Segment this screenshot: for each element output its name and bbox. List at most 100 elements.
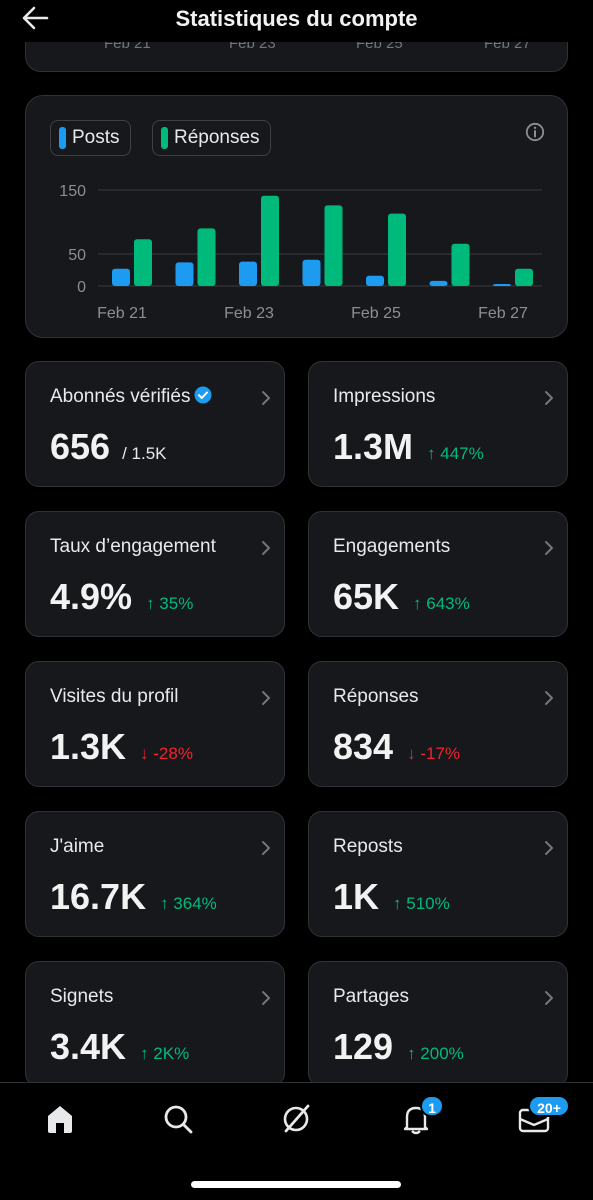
posts-replies-chart-card: Posts Réponses 150 50 0 Feb 21 Feb 23 Feb 25 F… — [25, 95, 568, 338]
stat-delta: ↑ 35% — [146, 594, 194, 613]
stat-value-text: 834 — [333, 726, 394, 767]
stat-value: 1.3M ↑ 447% — [333, 426, 484, 468]
bar-chart: 150 50 0 Feb 21 Feb 23 Feb 25 Feb 27 — [59, 183, 542, 322]
stat-value-text: 1K — [333, 876, 380, 917]
bottom-nav: 1 20+ — [0, 1082, 593, 1200]
search-icon[interactable] — [160, 1101, 196, 1137]
bar-posts[interactable] — [429, 280, 448, 286]
stat-label-text: Partages — [333, 986, 410, 1007]
chevron-right-icon — [545, 841, 553, 855]
stat-label-text: Signets — [50, 986, 114, 1007]
chevron-right-icon — [545, 541, 553, 555]
bar-posts[interactable] — [239, 261, 257, 286]
stat-label: Partages — [333, 986, 409, 1008]
stat-card[interactable]: Engagements 65K ↑ 643% — [308, 511, 568, 637]
stat-value-text: 16.7K — [50, 876, 147, 917]
legend-swatch-replies — [161, 127, 168, 149]
stat-label-text: J'aime — [50, 836, 105, 857]
stat-delta: ↑ 2K% — [140, 1044, 190, 1063]
stat-label: Signets — [50, 986, 113, 1008]
verified-badge-icon — [194, 386, 212, 404]
x-tick-label: Feb 21 — [97, 305, 147, 322]
stat-value-text: 4.9% — [50, 576, 133, 617]
bar-replies[interactable] — [134, 239, 152, 286]
stat-label-text: Réponses — [333, 686, 419, 707]
stat-label: Engagements — [333, 536, 450, 558]
bar-posts[interactable] — [112, 268, 130, 286]
stat-card[interactable]: Visites du profil 1.3K ↓ -28% — [25, 661, 285, 787]
stat-value: 656 / 1.5K — [50, 426, 167, 468]
stat-delta: ↑ 510% — [393, 894, 450, 913]
stat-value: 129 ↑ 200% — [333, 1026, 464, 1068]
bar-posts[interactable] — [493, 284, 511, 286]
bar-posts[interactable] — [366, 275, 384, 286]
grok-icon[interactable] — [278, 1101, 314, 1137]
y-tick-label: 0 — [77, 279, 86, 296]
messages-tab[interactable]: 20+ — [516, 1095, 570, 1137]
header: Statistiques du compte — [0, 0, 593, 42]
chevron-right-icon — [545, 991, 553, 1005]
legend-replies[interactable]: Réponses — [152, 120, 271, 156]
bar-replies[interactable] — [388, 213, 406, 286]
stat-value: 1.3K ↓ -28% — [50, 726, 193, 768]
stat-value-text: 65K — [333, 576, 400, 617]
x-tick-label: Feb 23 — [224, 305, 274, 322]
stat-card[interactable]: Taux d’engagement 4.9% ↑ 35% — [25, 511, 285, 637]
stat-card[interactable]: Signets 3.4K ↑ 2K% — [25, 961, 285, 1087]
legend-posts[interactable]: Posts — [50, 120, 131, 156]
stat-label: Impressions — [333, 386, 435, 408]
y-tick-label: 150 — [59, 183, 86, 200]
chevron-right-icon — [262, 391, 270, 405]
chevron-right-icon — [262, 991, 270, 1005]
stat-value-text: 1.3K — [50, 726, 127, 767]
stat-delta: ↑ 447% — [427, 444, 484, 463]
legend-swatch-posts — [59, 127, 66, 149]
notifications-badge: 1 — [420, 1095, 444, 1117]
stat-label: J'aime — [50, 836, 104, 858]
bar-replies[interactable] — [197, 228, 216, 286]
stat-value: 834 ↓ -17% — [333, 726, 460, 768]
chevron-right-icon — [262, 691, 270, 705]
notifications-tab[interactable]: 1 — [398, 1095, 444, 1137]
stat-delta: ↑ 200% — [407, 1044, 464, 1063]
stat-card[interactable]: J'aime 16.7K ↑ 364% — [25, 811, 285, 937]
bell-icon — [403, 1106, 429, 1135]
arrow-left-icon[interactable] — [20, 4, 50, 32]
stat-label: Reposts — [333, 836, 403, 858]
stat-value-text: 129 — [333, 1026, 394, 1067]
stat-card[interactable]: Abonnés vérifiés 656 / 1.5K — [25, 361, 285, 487]
stat-card[interactable]: Reposts 1K ↑ 510% — [308, 811, 568, 937]
info-icon[interactable] — [525, 122, 545, 142]
legend-label: Réponses — [174, 127, 260, 148]
stat-value-text: 1.3M — [333, 426, 414, 467]
home-icon[interactable] — [42, 1101, 78, 1137]
stat-card[interactable]: Partages 129 ↑ 200% — [308, 961, 568, 1087]
messages-badge: 20+ — [528, 1095, 570, 1117]
stat-sub: / 1.5K — [122, 444, 167, 463]
legend-label: Posts — [72, 127, 120, 148]
stat-label: Visites du profil — [50, 686, 179, 708]
chevron-right-icon — [262, 541, 270, 555]
stat-value-text: 3.4K — [50, 1026, 127, 1067]
bar-posts[interactable] — [302, 259, 321, 286]
bar-replies[interactable] — [261, 195, 279, 286]
stat-label: Abonnés vérifiés — [50, 386, 212, 408]
stat-card[interactable]: Réponses 834 ↓ -17% — [308, 661, 568, 787]
y-tick-label: 50 — [68, 247, 86, 264]
stat-value-text: 656 — [50, 426, 111, 467]
page-title: Statistiques du compte — [175, 6, 418, 31]
stat-card[interactable]: Impressions 1.3M ↑ 447% — [308, 361, 568, 487]
chevron-right-icon — [262, 841, 270, 855]
home-indicator[interactable] — [191, 1181, 401, 1188]
bar-replies[interactable] — [324, 205, 343, 286]
bar-replies[interactable] — [451, 243, 470, 286]
stat-label: Réponses — [333, 686, 419, 708]
stat-delta: ↑ 364% — [160, 894, 217, 913]
stat-value: 1K ↑ 510% — [333, 876, 450, 918]
bar-replies[interactable] — [515, 268, 533, 286]
stat-value: 16.7K ↑ 364% — [50, 876, 217, 918]
bar-posts[interactable] — [175, 262, 194, 286]
stat-label-text: Visites du profil — [50, 686, 179, 707]
stat-delta: ↑ 643% — [413, 594, 470, 613]
stat-label-text: Impressions — [333, 386, 436, 407]
